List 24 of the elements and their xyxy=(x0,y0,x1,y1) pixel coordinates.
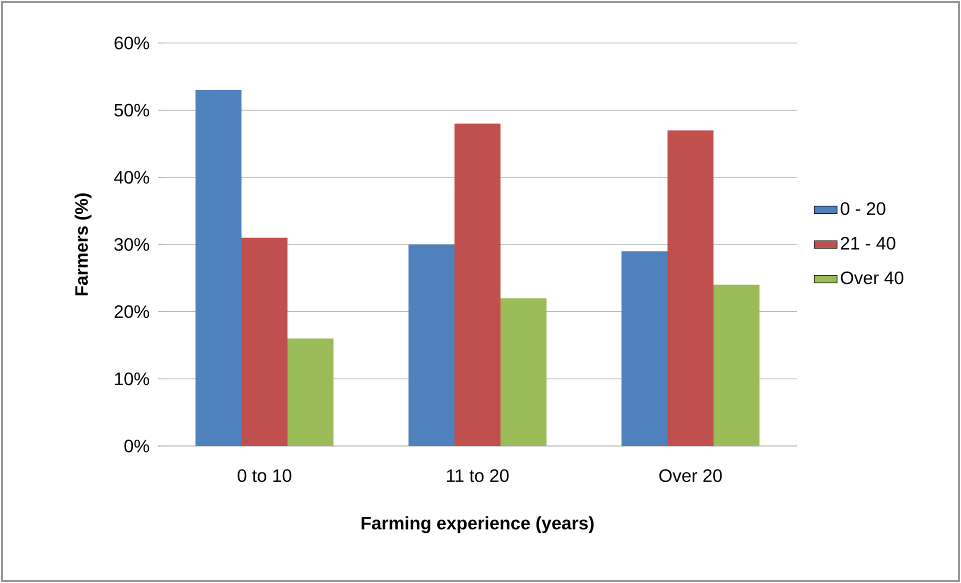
y-tick-label: 40% xyxy=(114,170,150,184)
bar xyxy=(196,90,242,446)
y-tick-label: 10% xyxy=(115,372,150,386)
y-tick-label: 30% xyxy=(114,238,150,251)
legend-label: Over 40 xyxy=(840,271,904,284)
y-tick-label: 0% xyxy=(124,440,150,452)
y-tick-label: 20% xyxy=(114,305,150,318)
x-tick-label: 11 to 20 xyxy=(447,469,509,482)
legend-label: 21 - 40 xyxy=(840,236,896,250)
y-tick-label: 60% xyxy=(114,36,150,50)
bar xyxy=(454,124,501,446)
y-axis-title: Farmers (%) xyxy=(74,193,92,296)
x-tick-label: Over 20 xyxy=(659,469,722,482)
y-tick-label: 50% xyxy=(114,104,150,117)
bar xyxy=(714,284,760,446)
x-tick-label: 0 to 10 xyxy=(238,469,292,482)
bar xyxy=(408,244,454,446)
bar xyxy=(288,338,334,446)
bar xyxy=(622,251,668,446)
bar xyxy=(500,298,547,446)
x-axis-title: Farming experience (years) xyxy=(362,516,594,534)
bar xyxy=(668,130,714,446)
legend-label: 0 - 20 xyxy=(840,202,886,216)
bar xyxy=(242,238,288,446)
